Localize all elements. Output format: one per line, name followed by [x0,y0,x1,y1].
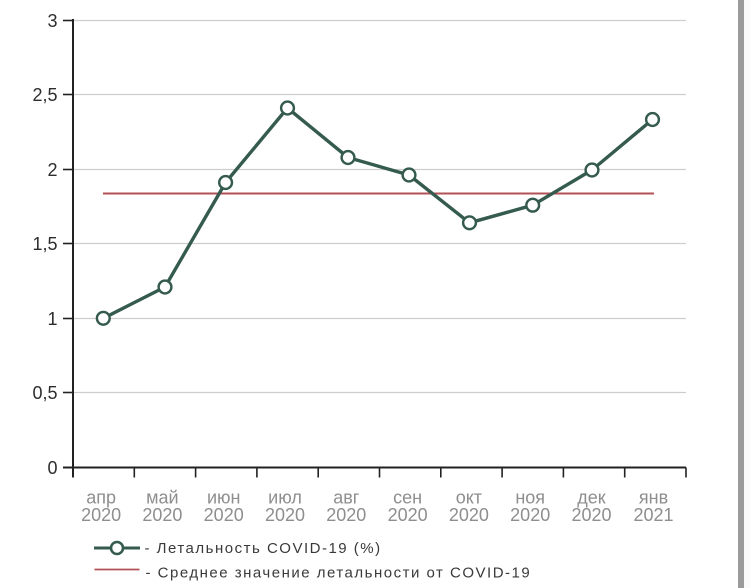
svg-text:0: 0 [47,458,57,478]
svg-text:сен: сен [393,488,422,508]
svg-text:1,5: 1,5 [32,234,57,254]
svg-text:2020: 2020 [265,505,305,525]
svg-text:0,5: 0,5 [32,383,57,403]
svg-text:1: 1 [47,309,57,329]
svg-text:2020: 2020 [204,505,244,525]
svg-text:июл: июл [268,488,302,508]
svg-text:- Летальность COVID-19 (%): - Летальность COVID-19 (%) [145,540,382,557]
svg-text:июн: июн [207,488,241,508]
svg-text:2020: 2020 [326,505,366,525]
svg-text:2020: 2020 [571,505,611,525]
svg-text:авг: авг [333,488,360,508]
svg-text:2020: 2020 [388,505,428,525]
svg-text:2020: 2020 [81,505,121,525]
svg-text:2021: 2021 [633,505,673,525]
svg-text:- Среднее значение летальности: - Среднее значение летальности от COVID-… [146,565,532,582]
svg-text:2020: 2020 [510,505,550,525]
svg-text:3: 3 [47,11,57,31]
svg-text:ноя: ноя [515,488,545,508]
svg-text:апр: апр [86,488,116,508]
svg-text:окт: окт [456,488,482,508]
svg-text:дек: дек [577,488,606,508]
svg-text:2020: 2020 [142,505,182,525]
svg-text:2,5: 2,5 [32,85,57,105]
svg-text:2: 2 [47,160,57,180]
svg-text:янв: янв [639,488,668,508]
svg-text:2020: 2020 [449,505,489,525]
svg-text:май: май [146,488,178,508]
